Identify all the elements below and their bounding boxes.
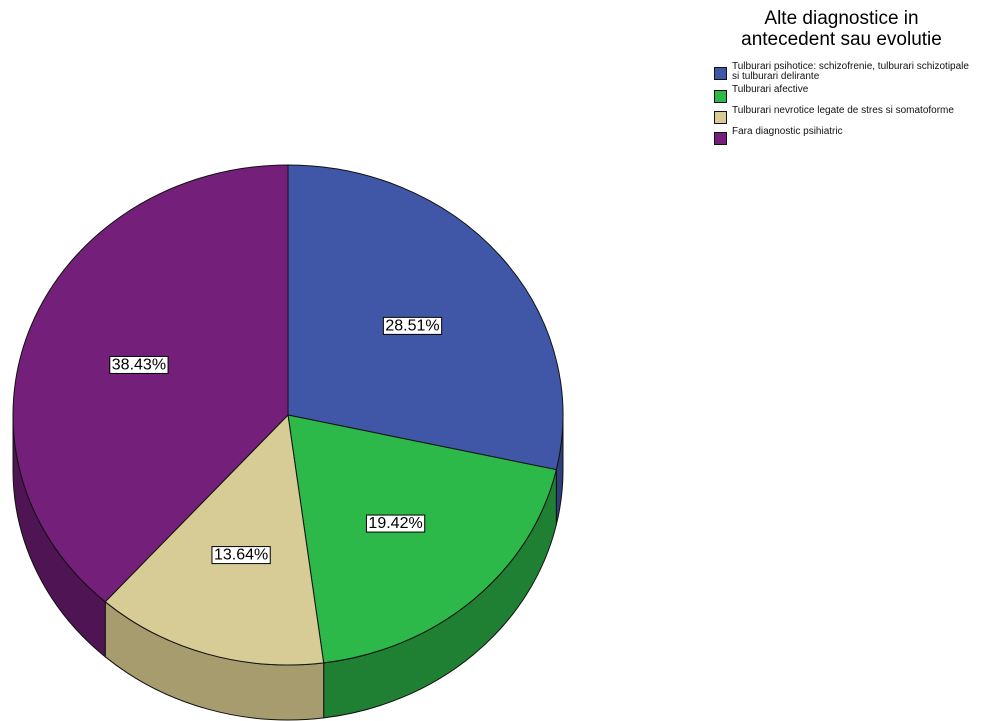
legend-label-nevrotice: Tulburari nevrotice legate de stres si s… (732, 105, 954, 116)
legend-swatch-afective (714, 90, 727, 103)
pie-data-label-0: 28.51% (382, 316, 443, 335)
legend: Alte diagnostice in antecedent sau evolu… (714, 8, 989, 148)
legend-title-line-2: antecedent sau evolutie (741, 29, 942, 50)
legend-item-fara-diagnostic: Fara diagnostic psihiatric (714, 127, 989, 145)
pie-data-label-box-0 (382, 316, 443, 335)
pie-slice-2 (104, 413, 325, 666)
pie-slice-1 (287, 414, 557, 664)
legend-swatch-nevrotice (714, 111, 727, 124)
pie-data-label-2: 13.64% (211, 546, 271, 565)
pie-data-label-box-2 (211, 546, 271, 565)
legend-item-psihotice: Tulburari psihotice: schizofrenie, tulbu… (714, 62, 989, 82)
pie-data-labels: 28.51% 19.42% 13.64% 38.43% (109, 316, 443, 565)
pie-data-label-text-1: 19.42% (368, 515, 422, 532)
pie-data-label-text-3: 38.43% (112, 356, 166, 373)
legend-title-line-1: Alte diagnostice in (764, 8, 919, 29)
pie-data-label-text-0: 28.51% (385, 317, 439, 334)
legend-title: Alte diagnostice in antecedent sau evolu… (704, 8, 979, 50)
legend-swatch-fara-diagnostic (714, 132, 727, 145)
pie-data-label-3: 38.43% (109, 355, 169, 374)
pie-slice-3 (12, 164, 289, 603)
pie-data-label-1: 19.42% (365, 514, 426, 533)
pie-data-label-text-2: 13.64% (214, 547, 268, 564)
legend-item-afective: Tulburari afective (714, 85, 989, 103)
pie-data-label-box-1 (365, 514, 426, 533)
legend-label-psihotice: Tulburari psihotice: schizofrenie, tulbu… (732, 61, 969, 82)
legend-items: Tulburari psihotice: schizofrenie, tulbu… (714, 62, 989, 145)
legend-label-afective: Tulburari afective (732, 84, 809, 95)
pie-data-label-box-3 (109, 355, 169, 374)
legend-item-nevrotice: Tulburari nevrotice legate de stres si s… (714, 106, 989, 124)
legend-swatch-psihotice (714, 67, 727, 80)
legend-label-fara-diagnostic: Fara diagnostic psihiatric (732, 126, 843, 137)
pie-slices (12, 164, 564, 666)
